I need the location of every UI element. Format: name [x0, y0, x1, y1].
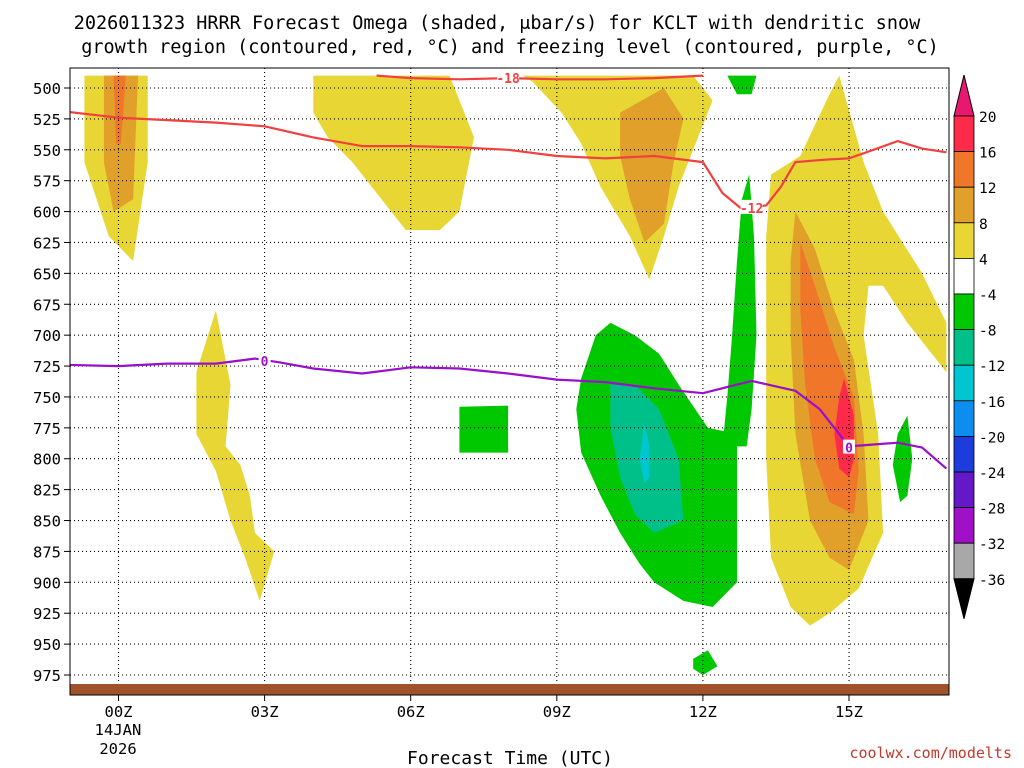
omega-region-11: [727, 75, 757, 95]
freezing-label-bg-1: [843, 439, 855, 454]
y-axis-ticks: 500 525 550 575 600 625 650 675 700 725 750 775 800 8…: [33, 80, 70, 685]
y-tick-label-550: 550: [33, 142, 61, 160]
colorbar-label-3: 8: [979, 217, 988, 233]
colorbar-swatch-2: [953, 186, 975, 224]
freezing-label-bg-0: [258, 353, 271, 368]
chart-title-line-1: 2026011323 HRRR Forecast Omega (shaded, …: [74, 13, 921, 34]
colorbar-label-6: -8: [979, 324, 996, 340]
colorbar-label-10: -24: [979, 466, 1005, 482]
dgz-contour-label-0: -18: [496, 72, 520, 87]
colorbar-swatch-1: [953, 151, 975, 188]
chart-title-line-2: growth region (contoured, red, °C) and f…: [81, 37, 939, 58]
omega-region-13: [459, 405, 509, 453]
omega-region-16: [639, 424, 650, 484]
colorbar-swatch-3: [953, 222, 975, 259]
colorbar-swatch-0: [953, 115, 975, 152]
colorbar-label-13: -36: [979, 573, 1005, 589]
colorbar-swatch-10: [953, 471, 975, 508]
x-tick-label-09Z: 09Z: [543, 703, 571, 721]
colorbar-min-triangle: [953, 578, 975, 619]
credit-label: coolwx.com/modelts: [849, 744, 1012, 762]
omega-region-2: [113, 75, 126, 144]
omega-region-4: [313, 75, 474, 231]
x-date-label-year: 2026: [99, 740, 136, 758]
colorbar-swatch-7: [953, 364, 975, 402]
freezing-level-line: [70, 357, 948, 470]
dgz-contour-0: [376, 74, 703, 81]
y-tick-label-925: 925: [33, 605, 61, 623]
y-tick-label-825: 825: [33, 482, 61, 500]
x-axis-ticks: 00Z 03Z 06Z 09Z 12Z 15Z: [105, 695, 863, 721]
colorbar-swatch-9: [953, 435, 975, 473]
dgz-label-bg-1: [740, 199, 763, 214]
colorbar-label-12: -32: [979, 537, 1005, 553]
omega-region-6: [620, 88, 684, 243]
colorbar-label-2: 12: [979, 181, 996, 197]
y-tick-label-950: 950: [33, 636, 61, 654]
colorbar-max-triangle: [953, 74, 975, 117]
colorbar-swatch-5: [953, 293, 975, 330]
y-tick-label-750: 750: [33, 389, 61, 407]
omega-region-17: [693, 650, 718, 675]
y-tick-label-625: 625: [33, 234, 61, 252]
x-axis-title: Forecast Time (UTC): [407, 748, 613, 768]
dgz-contour-1: [70, 110, 947, 211]
x-date-label-day: 14JAN: [95, 721, 142, 739]
y-tick-label-850: 850: [33, 513, 61, 531]
omega-region-1: [103, 75, 138, 212]
contour-layer: -18 -12 0 0: [70, 70, 948, 470]
plot-frame: [69, 67, 950, 696]
omega-region-12: [722, 174, 757, 447]
y-tick-label-900: 900: [33, 574, 61, 592]
colorbar-label-9: -20: [979, 430, 1005, 446]
terrain-ground: [70, 684, 949, 695]
y-tick-label-525: 525: [33, 111, 61, 129]
colorbar-swatch-12: [953, 542, 975, 580]
grid-layer: [70, 68, 949, 695]
y-tick-label-700: 700: [33, 327, 61, 345]
x-tick-label-03Z: 03Z: [251, 703, 279, 721]
x-tick-label-00Z: 00Z: [105, 703, 133, 721]
colorbar-label-7: -12: [979, 359, 1005, 375]
omega-colorbar: 20 16 12 8 4 -4 -8 -12 -16 -20 -24 -28 -32 -36: [953, 74, 1005, 619]
y-tick-label-875: 875: [33, 543, 61, 561]
dgz-contour-label-1: -12: [740, 202, 763, 217]
colorbar-swatch-4: [953, 257, 975, 295]
colorbar-label-8: -16: [979, 395, 1005, 411]
y-tick-label-500: 500: [33, 80, 61, 98]
freezing-level-label-0: 0: [261, 355, 269, 370]
y-tick-label-650: 650: [33, 265, 61, 283]
colorbar-label-5: -4: [979, 288, 997, 304]
freezing-level-label-1: 0: [845, 442, 853, 457]
x-tick-label-12Z: 12Z: [689, 703, 717, 721]
x-tick-label-06Z: 06Z: [397, 703, 425, 721]
y-tick-label-575: 575: [33, 173, 61, 191]
colorbar-label-11: -28: [979, 502, 1005, 518]
colorbar-label-1: 16: [979, 146, 996, 162]
colorbar-label-0: 20: [979, 110, 996, 126]
dgz-label-bg-0: [497, 70, 520, 85]
y-tick-label-975: 975: [33, 667, 61, 685]
x-tick-label-15Z: 15Z: [835, 703, 863, 721]
colorbar-swatch-6: [953, 329, 975, 366]
colorbar-swatch-8: [953, 400, 975, 437]
colorbar-swatch-11: [953, 507, 975, 544]
y-tick-label-675: 675: [33, 296, 61, 314]
y-tick-label-600: 600: [33, 204, 61, 222]
colorbar-label-4: 4: [979, 252, 988, 268]
omega-region-3: [196, 310, 275, 601]
y-tick-label-775: 775: [33, 420, 61, 438]
y-tick-label-800: 800: [33, 451, 61, 469]
y-tick-label-725: 725: [33, 358, 61, 376]
